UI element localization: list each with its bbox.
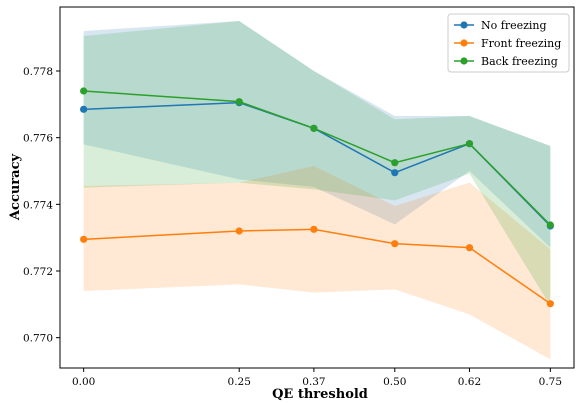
y-tick-label: 0.770 [23, 333, 53, 345]
point-series-1-4 [465, 244, 474, 252]
series-lines [83, 90, 551, 305]
line-series-2 [83, 90, 551, 226]
point-series-2-1 [235, 98, 243, 106]
legend-label: No freezing [481, 19, 547, 32]
band-series-0 [83, 21, 551, 248]
x-tick-label: 0.37 [302, 376, 325, 388]
point-series-0-0 [80, 105, 88, 113]
point-series-1-3 [391, 240, 399, 248]
y-tick-label: 0.774 [23, 199, 53, 211]
legend-swatch-marker [460, 21, 468, 29]
y-tick-label: 0.776 [23, 133, 53, 145]
point-series-1-5 [546, 300, 554, 308]
legend-box [447, 13, 570, 73]
point-series-1-1 [235, 227, 243, 235]
y-axis-title: Accuracy [8, 154, 23, 222]
plot-frame [59, 6, 575, 369]
legend: No freezing Front freezing Back freezing [447, 13, 570, 73]
y-axis: 0.770 0.772 0.774 0.776 0.778 [23, 66, 60, 345]
series-points [80, 87, 554, 308]
legend-label: Front freezing [481, 37, 561, 50]
x-tick-label: 0.00 [72, 376, 95, 388]
legend-swatch-marker [460, 39, 468, 47]
point-series-2-5 [546, 221, 554, 229]
point-series-2-2 [310, 124, 318, 132]
x-axis: 0.00 0.25 0.37 0.50 0.62 0.75 [72, 368, 562, 388]
legend-label: Back freezing [481, 55, 558, 68]
x-axis-title: QE threshold [272, 387, 368, 402]
point-series-2-3 [391, 159, 399, 167]
band-series-2 [83, 21, 551, 306]
line-series-1 [83, 228, 551, 305]
confidence-bands [83, 21, 551, 360]
band-series-1 [83, 166, 551, 360]
legend-swatch-marker [460, 57, 468, 65]
point-series-0-3 [391, 169, 399, 177]
y-tick-label: 0.778 [23, 66, 53, 78]
point-series-1-2 [310, 225, 318, 233]
x-tick-label: 0.62 [458, 376, 481, 388]
x-tick-label: 0.25 [228, 376, 251, 388]
point-series-2-0 [80, 87, 88, 95]
point-series-2-4 [465, 140, 474, 148]
x-tick-label: 0.75 [539, 376, 562, 388]
x-tick-label: 0.50 [383, 376, 406, 388]
point-series-1-0 [80, 235, 88, 243]
y-tick-label: 0.772 [23, 266, 53, 278]
